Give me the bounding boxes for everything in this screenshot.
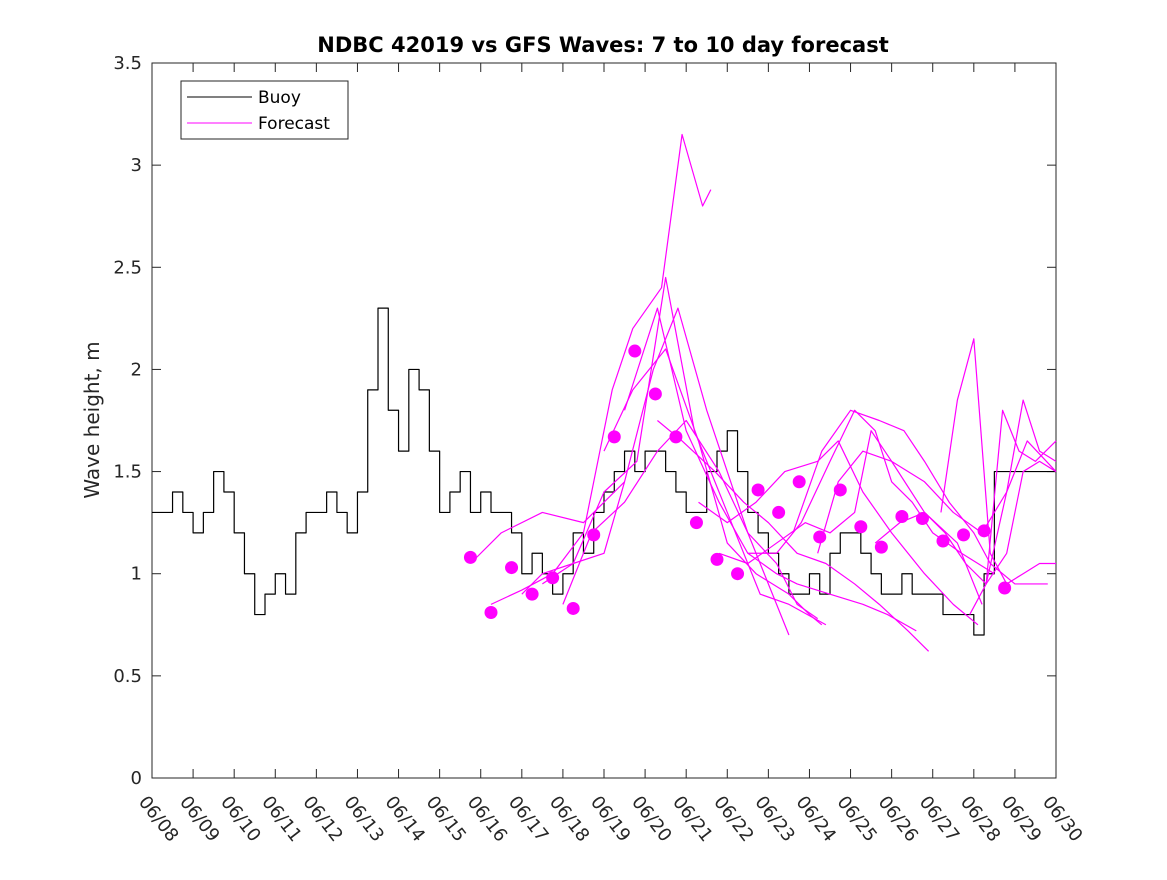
forecast-marker — [751, 483, 765, 497]
forecast-series-line — [623, 307, 917, 632]
forecast-marker — [895, 510, 909, 524]
x-tick-label: 06/28 — [956, 792, 1004, 846]
forecast-marker — [587, 528, 601, 542]
x-tick-label: 06/12 — [298, 792, 346, 846]
series-layer — [152, 133, 1057, 652]
forecast-marker — [936, 534, 950, 548]
x-tick-label: 06/16 — [463, 792, 511, 846]
x-tick-label: 06/08 — [134, 792, 182, 846]
legend: Buoy Forecast — [180, 80, 349, 140]
x-tick-label: 06/24 — [792, 792, 840, 846]
chart-title: NDBC 42019 vs GFS Waves: 7 to 10 day for… — [317, 33, 888, 57]
x-tick-label: 06/09 — [175, 792, 223, 846]
forecast-series-line — [603, 348, 823, 626]
forecast-marker — [833, 483, 847, 497]
plot-area — [151, 62, 1057, 779]
forecast-marker — [463, 550, 477, 564]
forecast-marker — [546, 571, 560, 585]
x-tick-label: 06/18 — [545, 792, 593, 846]
forecast-series-line — [698, 440, 979, 626]
x-tick-label: 06/22 — [709, 792, 757, 846]
forecast-marker — [792, 475, 806, 489]
x-tick-label: 06/15 — [422, 792, 470, 846]
forecast-marker — [669, 430, 683, 444]
x-tick-label: 06/11 — [257, 792, 305, 846]
forecast-marker — [731, 567, 745, 581]
forecast-marker — [505, 561, 519, 575]
forecast-series-line — [940, 338, 1056, 585]
forecast-marker — [854, 520, 868, 534]
x-tick-label: 06/10 — [216, 792, 264, 846]
forecast-marker — [813, 530, 827, 544]
forecast-series-line — [969, 409, 1057, 615]
forecast-marker — [710, 552, 724, 566]
y-tick-label: 1.5 — [113, 462, 142, 483]
x-tick-label: 06/26 — [874, 792, 922, 846]
forecast-marker — [484, 606, 498, 620]
forecast-series-line — [657, 420, 930, 652]
y-tick-label: 3 — [131, 155, 142, 176]
forecast-series-line — [792, 409, 1048, 585]
forecast-series-line — [521, 307, 790, 636]
forecast-marker — [525, 587, 539, 601]
x-tick-label: 06/13 — [340, 792, 388, 846]
legend-label-buoy: Buoy — [258, 88, 301, 108]
legend-box — [180, 80, 349, 140]
y-axis-label: Wave height, m — [80, 341, 104, 498]
forecast-marker — [628, 344, 642, 358]
forecast-marker — [998, 581, 1012, 595]
forecast-marker — [689, 516, 703, 530]
forecast-series-line — [874, 460, 1057, 585]
y-tick-label: 2.5 — [113, 257, 142, 278]
marker-layer — [463, 344, 1012, 620]
y-tick-label: 2 — [131, 359, 142, 380]
forecast-marker — [607, 430, 621, 444]
forecast-marker — [566, 601, 580, 615]
forecast-series-line — [490, 133, 712, 605]
x-tick-label: 06/27 — [915, 792, 963, 846]
x-tick-label: 06/25 — [833, 792, 881, 846]
y-axis: 0 0.5 1 1.5 2 2.5 3 3.5 — [113, 53, 1056, 789]
x-tick-label: 06/23 — [750, 792, 798, 846]
x-tick-label: 06/20 — [627, 792, 675, 846]
y-tick-label: 0 — [131, 768, 142, 789]
forecast-marker — [915, 512, 929, 526]
forecast-series-line — [542, 276, 827, 626]
x-tick-label: 06/14 — [381, 792, 429, 846]
x-tick-label: 06/19 — [586, 792, 634, 846]
forecast-marker — [772, 505, 786, 519]
forecast-marker — [957, 528, 971, 542]
y-tick-label: 3.5 — [113, 53, 142, 74]
x-tick-label: 06/17 — [504, 792, 552, 846]
forecast-series-line — [985, 399, 1057, 585]
forecast-marker — [648, 387, 662, 401]
forecast-marker — [874, 540, 888, 554]
legend-label-forecast: Forecast — [258, 114, 330, 134]
forecast-marker — [977, 524, 991, 538]
forecast-series-line — [562, 419, 819, 620]
x-tick-label: 06/21 — [668, 792, 716, 846]
buoy-series-line — [152, 307, 1056, 636]
y-tick-label: 0.5 — [113, 666, 142, 687]
y-tick-label: 1 — [131, 564, 142, 585]
forecast-series-line — [817, 440, 1057, 554]
x-tick-label: 06/29 — [997, 792, 1045, 846]
x-tick-label: 06/30 — [1038, 792, 1086, 846]
